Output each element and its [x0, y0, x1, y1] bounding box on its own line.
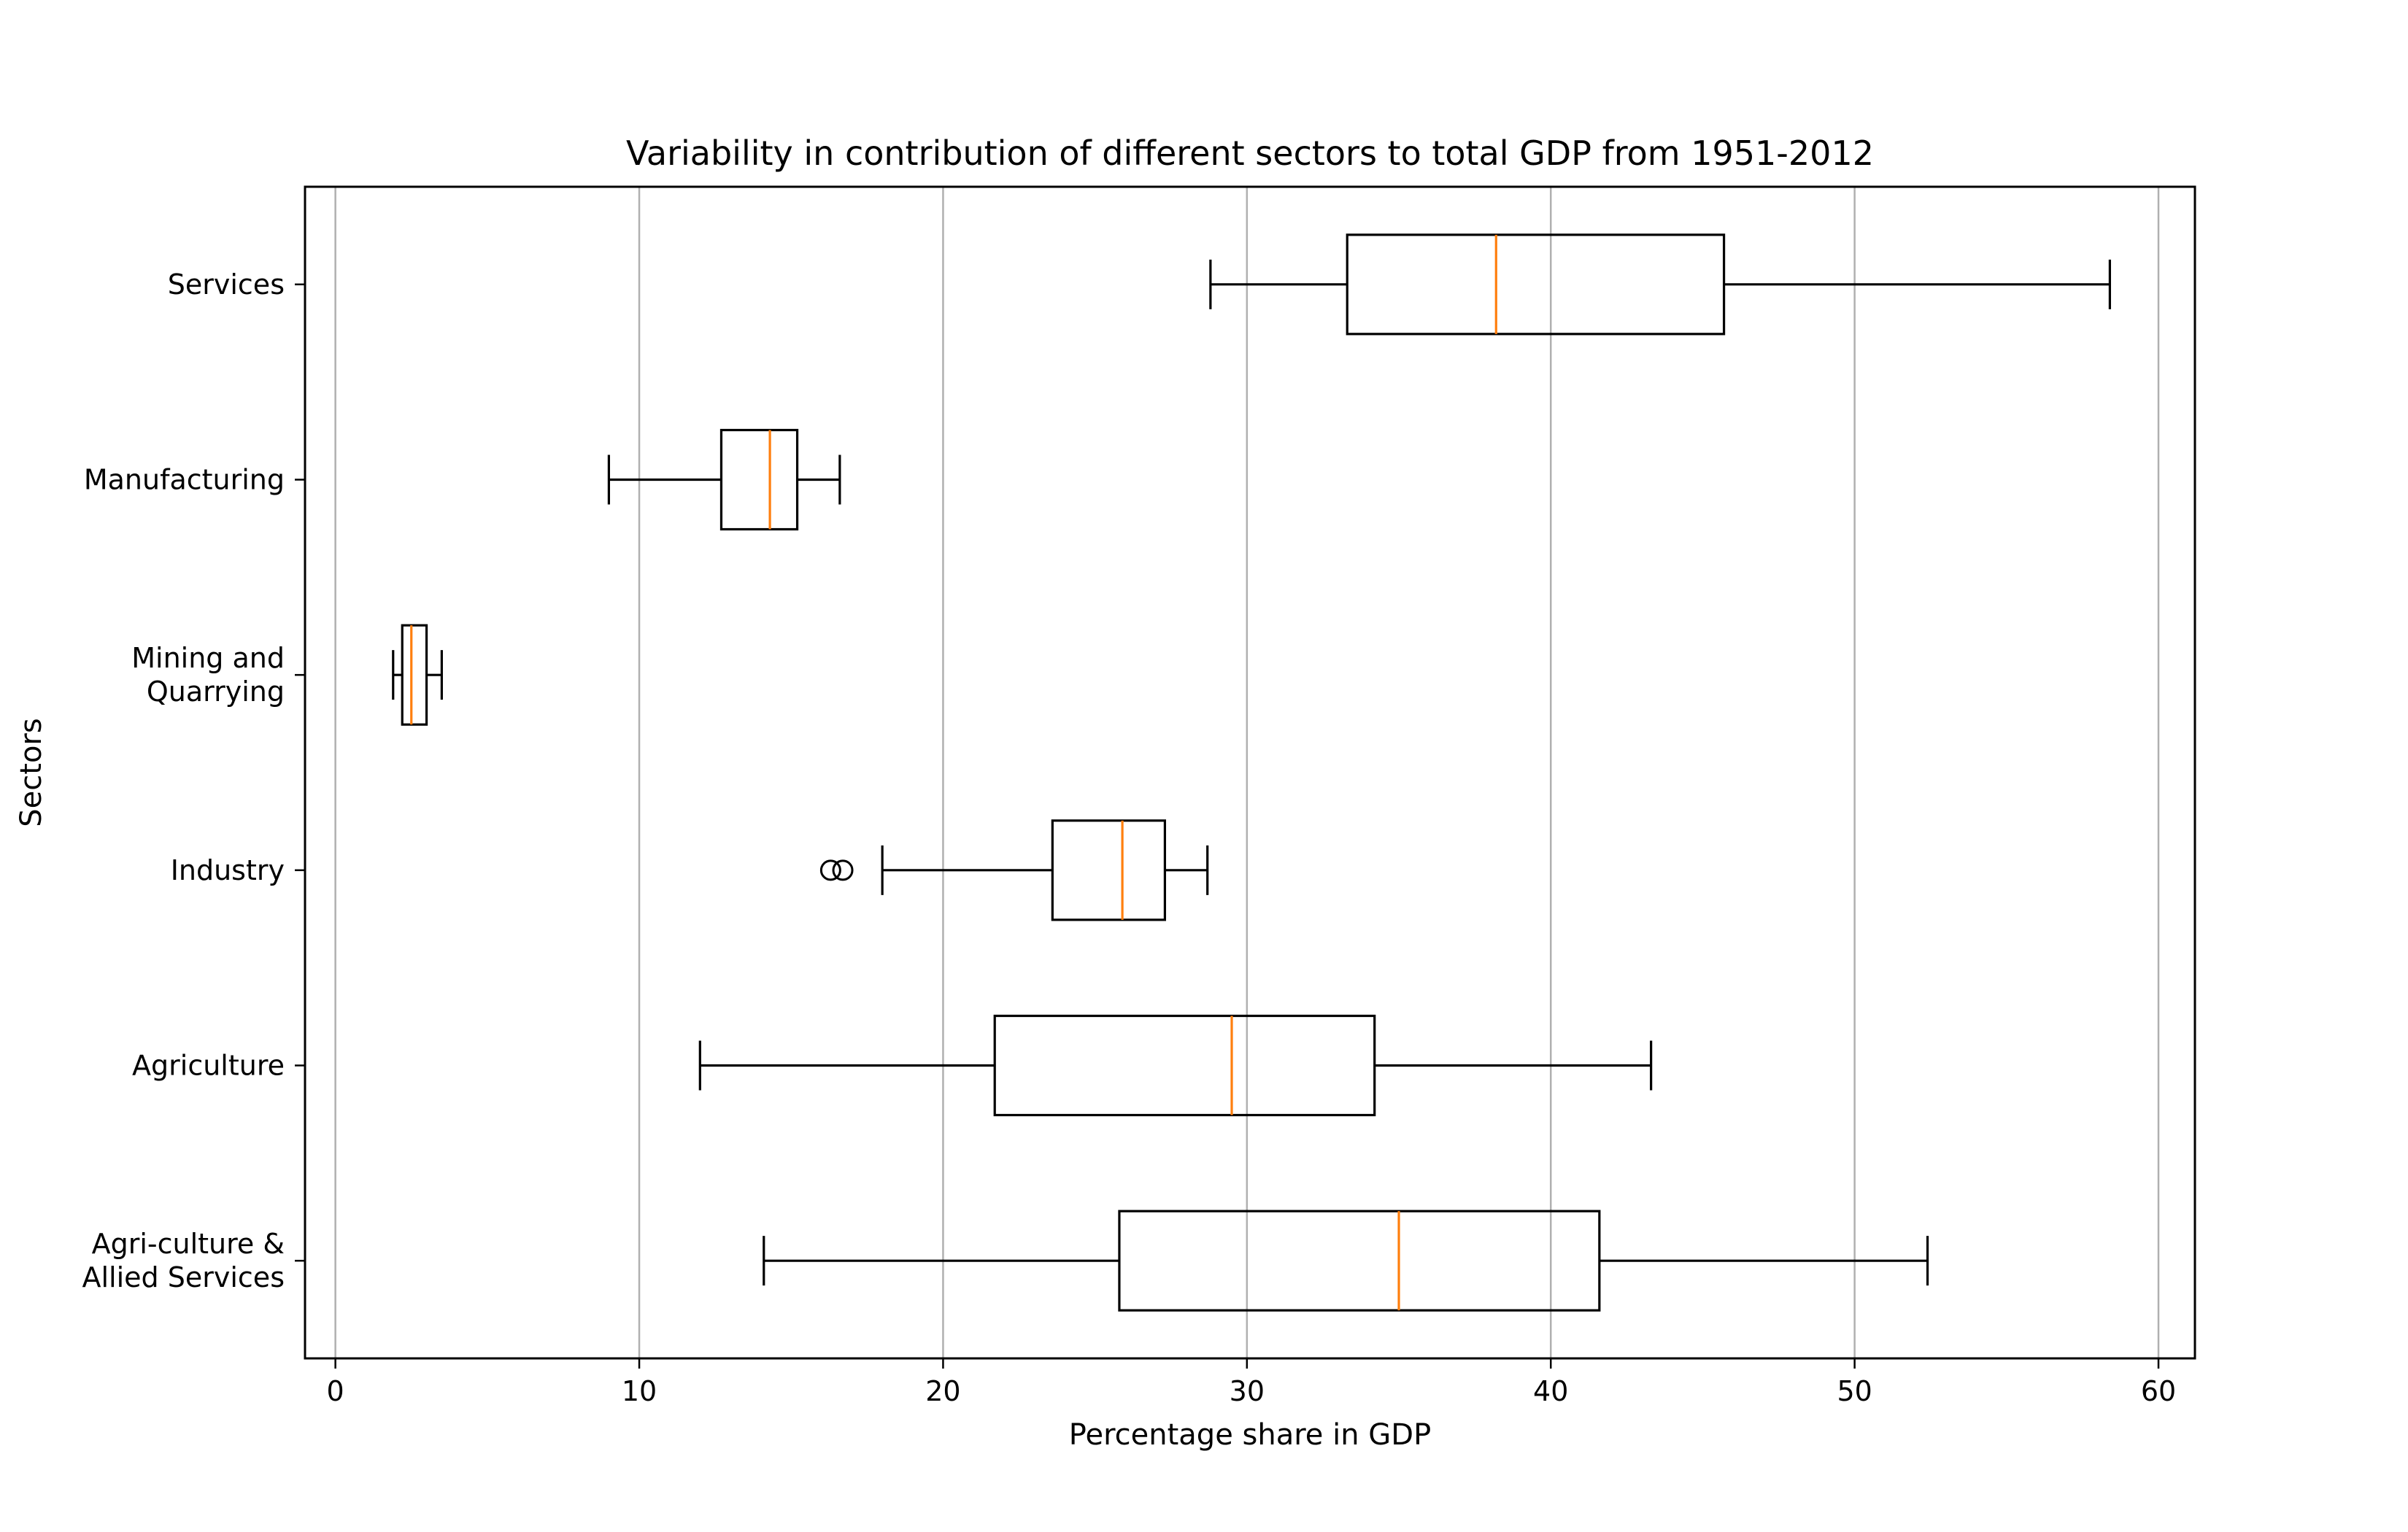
box-group-4 [698, 1014, 1653, 1117]
y-tick-label-0: Services [168, 268, 285, 301]
plot-area-frame [304, 185, 2196, 1360]
box-group-3 [819, 819, 1209, 921]
y-tick-label-line: Quarrying [147, 676, 285, 708]
x-tick-label-40: 40 [1533, 1375, 1568, 1407]
box-group-0 [1209, 233, 2112, 336]
iqr-box [1051, 819, 1167, 921]
y-axis-label: Sectors [15, 718, 48, 827]
grid-lines [334, 187, 2160, 1358]
x-tick-label-60: 60 [2141, 1375, 2176, 1407]
x-tick-label-10: 10 [622, 1375, 657, 1407]
outlier-point [819, 859, 841, 881]
outlier-point [832, 859, 854, 881]
y-tick-label-5: Agri-culture & Allied Services [82, 1228, 285, 1293]
y-tick-label-4: Agriculture [132, 1050, 285, 1082]
iqr-box [719, 428, 799, 531]
y-tick-label-line: Agri-culture & [92, 1228, 285, 1260]
axes: 0 10 20 30 40 50 60 Services Manufacturing Mining… [82, 268, 2177, 1407]
y-tick-label-2: Mining and Quarrying [131, 642, 285, 708]
x-tick-label-20: 20 [925, 1375, 960, 1407]
box-group-2 [392, 624, 443, 726]
iqr-box [1118, 1210, 1601, 1312]
y-tick-label-line: Allied Services [82, 1261, 285, 1293]
y-tick-label-line: Agriculture [132, 1050, 285, 1082]
iqr-box [401, 624, 428, 726]
box-series [392, 233, 2112, 1312]
y-tick-label-3: Industry [171, 854, 285, 886]
y-tick-label-line: Services [168, 268, 285, 301]
box-group-5 [763, 1210, 1929, 1312]
iqr-box [993, 1014, 1376, 1117]
y-tick-label-line: Mining and [131, 642, 285, 674]
box-group-1 [607, 428, 841, 531]
y-tick-label-line: Industry [171, 854, 285, 886]
y-tick-label-line: Manufacturing [84, 464, 285, 496]
iqr-box [1346, 233, 1726, 336]
x-axis-label: Percentage share in GDP [1069, 1418, 1431, 1452]
x-tick-label-30: 30 [1230, 1375, 1265, 1407]
x-tick-label-0: 0 [327, 1375, 344, 1407]
y-tick-label-1: Manufacturing [84, 464, 285, 496]
chart-title: Variability in contribution of different… [626, 134, 1874, 173]
x-tick-label-50: 50 [1837, 1375, 1872, 1407]
